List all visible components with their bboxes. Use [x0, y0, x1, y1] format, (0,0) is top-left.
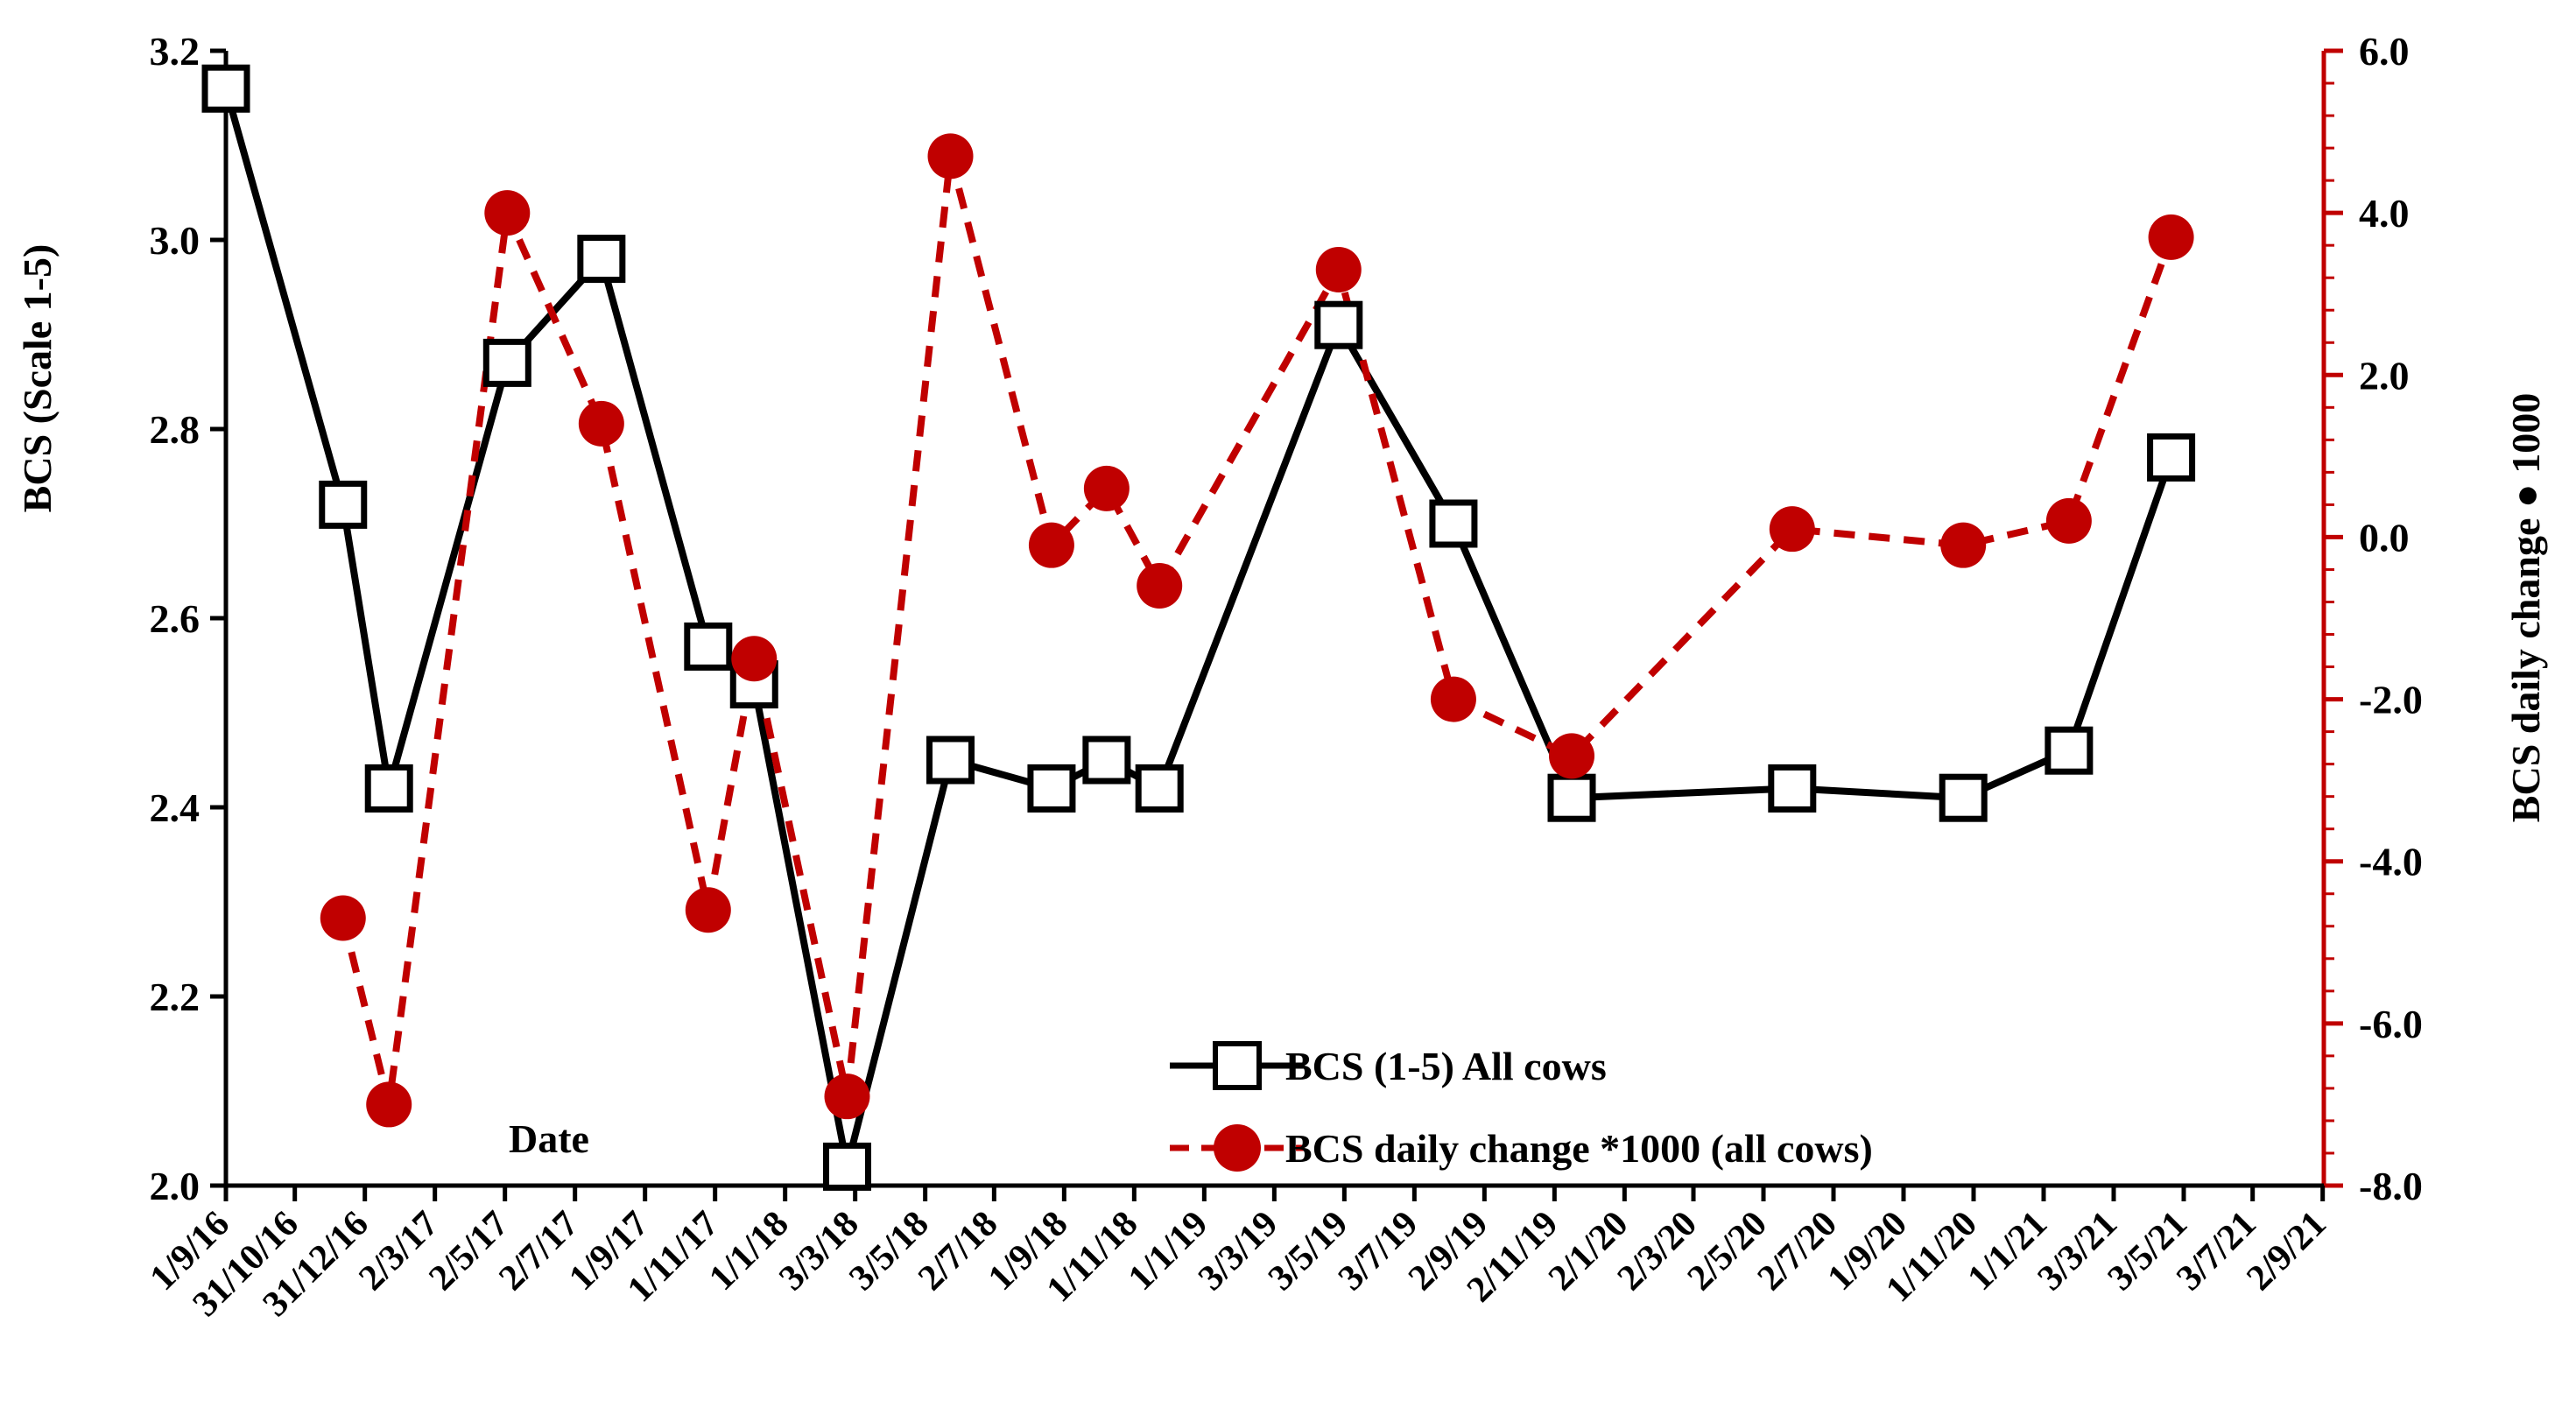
x-tick-label: 2/7/17 [491, 1204, 586, 1299]
daily-change-point [1137, 562, 1183, 609]
axes-layer [210, 48, 2343, 1201]
series-layer [201, 64, 2196, 1191]
x-tick-label: 3/7/21 [2169, 1204, 2263, 1299]
daily-change-point [731, 636, 778, 682]
y-tick-label-left: 2.8 [150, 407, 201, 452]
daily-change-point [1769, 506, 1815, 553]
y-tick-label-left: 2.2 [150, 975, 201, 1019]
bcs-point [1768, 764, 1817, 813]
daily-change-point [366, 1081, 412, 1128]
daily-change-point [484, 190, 531, 236]
legend-marker-daily-change [1214, 1124, 1261, 1172]
y-tick-label-right: 6.0 [2359, 29, 2410, 74]
daily-change-point [320, 895, 366, 941]
x-tick-label: 2/5/17 [421, 1204, 516, 1299]
bcs-point [1135, 764, 1184, 813]
x-tick-label: 3/5/18 [841, 1204, 936, 1299]
x-tick-label: 1/1/18 [701, 1204, 796, 1299]
y-tick-label-left: 2.6 [150, 596, 201, 641]
bcs-point [2045, 726, 2094, 775]
x-tick-label: 3/5/19 [1261, 1204, 1355, 1299]
bcs-point [1082, 736, 1131, 785]
bcs-point [1027, 764, 1076, 813]
daily-change-point [824, 1074, 870, 1120]
y-tick-label-right: -8.0 [2359, 1164, 2423, 1208]
bcs-point [364, 764, 413, 813]
bcs-point [684, 622, 733, 671]
x-axis-date-label: Date [509, 1116, 589, 1161]
x-tick-label: 1/1/19 [1121, 1204, 1215, 1299]
daily-change-point [1549, 733, 1595, 779]
x-tick-label: 3/3/21 [2031, 1204, 2125, 1299]
daily-change-point [1315, 246, 1362, 292]
x-tick-label: 3/3/19 [1191, 1204, 1285, 1299]
daily-change-point [927, 133, 974, 180]
daily-change-line [339, 152, 2175, 1109]
y-tick-label-right: 4.0 [2359, 191, 2410, 236]
y-tick-label-left: 3.2 [150, 29, 201, 74]
legend-label-bcs: BCS (1-5) All cows [1285, 1044, 1607, 1088]
y-tick-label-right: 0.0 [2359, 515, 2410, 560]
x-tick-label: 3/3/18 [771, 1204, 866, 1299]
x-tick-label: 3/7/19 [1331, 1204, 1425, 1299]
legend-label-daily-change: BCS daily change *1000 (all cows) [1285, 1126, 1873, 1171]
x-tick-label: 2/5/20 [1680, 1204, 1775, 1299]
bcs-point [1429, 499, 1478, 548]
bcs-point [1547, 773, 1596, 822]
bcs-point [926, 736, 975, 785]
daily-change-point [1028, 522, 1074, 568]
y-tick-label-left: 2.4 [150, 785, 201, 830]
x-tick-label: 1/1/21 [1960, 1204, 2055, 1299]
bcs-point [482, 338, 531, 387]
x-tick-label: 2/1/20 [1541, 1204, 1636, 1299]
y-tick-label-right: -2.0 [2359, 678, 2423, 722]
y-tick-label-left: 3.0 [150, 218, 201, 263]
daily-change-point [1083, 465, 1130, 511]
bcs-point [1314, 300, 1363, 349]
x-tick-label: 2/9/21 [2239, 1204, 2333, 1299]
x-tick-label: 3/5/21 [2101, 1204, 2195, 1299]
legend-marker-bcs [1213, 1041, 1262, 1090]
daily-change-point [2148, 214, 2194, 260]
bcs-point [1939, 773, 1988, 822]
bcs-point [201, 64, 250, 113]
daily-change-point [2045, 497, 2092, 544]
y-tick-label-left: 2.0 [150, 1164, 201, 1208]
legend: BCS (1-5) All cows BCS daily change *100… [1170, 1041, 1873, 1172]
bcs-line [222, 88, 2175, 1171]
y-axis-title-left: BCS (Scale 1-5) [15, 244, 60, 513]
daily-change-point [578, 400, 624, 447]
y-axis-title-right: BCS daily change ● 1000 [2503, 393, 2548, 822]
bcs-point [2147, 433, 2196, 482]
x-tick-label: 2/3/17 [351, 1204, 446, 1299]
y-tick-label-right: -6.0 [2359, 1002, 2423, 1046]
bcs-point [822, 1142, 871, 1191]
bcs-point [319, 480, 368, 529]
y-tick-label-right: -4.0 [2359, 840, 2423, 884]
daily-change-point [1430, 676, 1476, 722]
y-tick-label-right: 2.0 [2359, 353, 2410, 398]
daily-change-point [1940, 522, 1987, 568]
daily-change-point [685, 887, 731, 933]
x-tick-label: 2/7/20 [1750, 1204, 1845, 1299]
bcs-point [577, 235, 626, 284]
x-tick-label: 2/7/18 [911, 1204, 1005, 1299]
x-tick-label: 2/3/20 [1610, 1204, 1705, 1299]
